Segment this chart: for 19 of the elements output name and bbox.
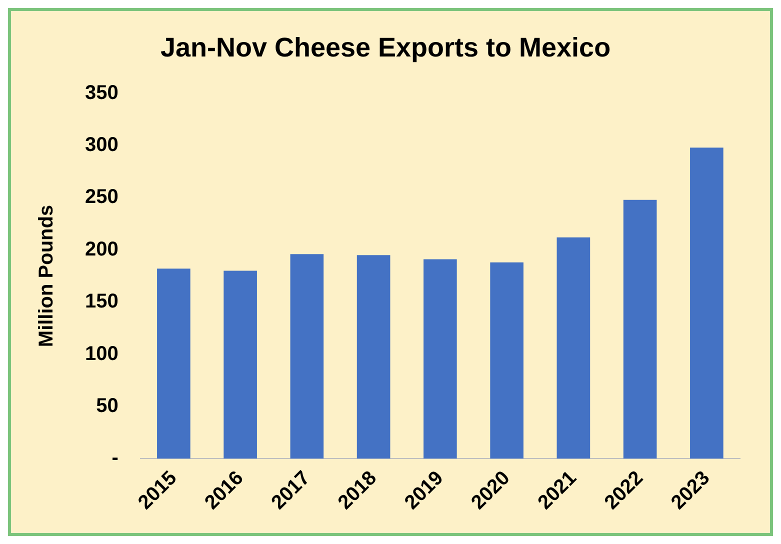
- bar: [690, 148, 724, 459]
- y-tick-label: 200: [84, 238, 118, 260]
- bar: [290, 254, 324, 459]
- bar: [224, 270, 257, 459]
- chart-title: Jan-Nov Cheese Exports to Mexico: [160, 32, 611, 63]
- y-tick-label: 50: [96, 394, 118, 417]
- bar: [424, 259, 457, 459]
- y-tick-label: 150: [84, 290, 118, 313]
- bar: [556, 237, 590, 459]
- y-tick-label: 350: [84, 82, 118, 104]
- y-axis-title: Million Pounds: [36, 204, 58, 348]
- bar: [623, 200, 657, 459]
- bar: [157, 268, 190, 459]
- y-tick-label: 300: [84, 134, 118, 156]
- y-tick-label: 250: [84, 186, 118, 208]
- y-tick-label: -: [112, 447, 118, 470]
- y-tick-label: 100: [84, 342, 118, 365]
- bar: [356, 255, 390, 459]
- bar: [490, 262, 524, 459]
